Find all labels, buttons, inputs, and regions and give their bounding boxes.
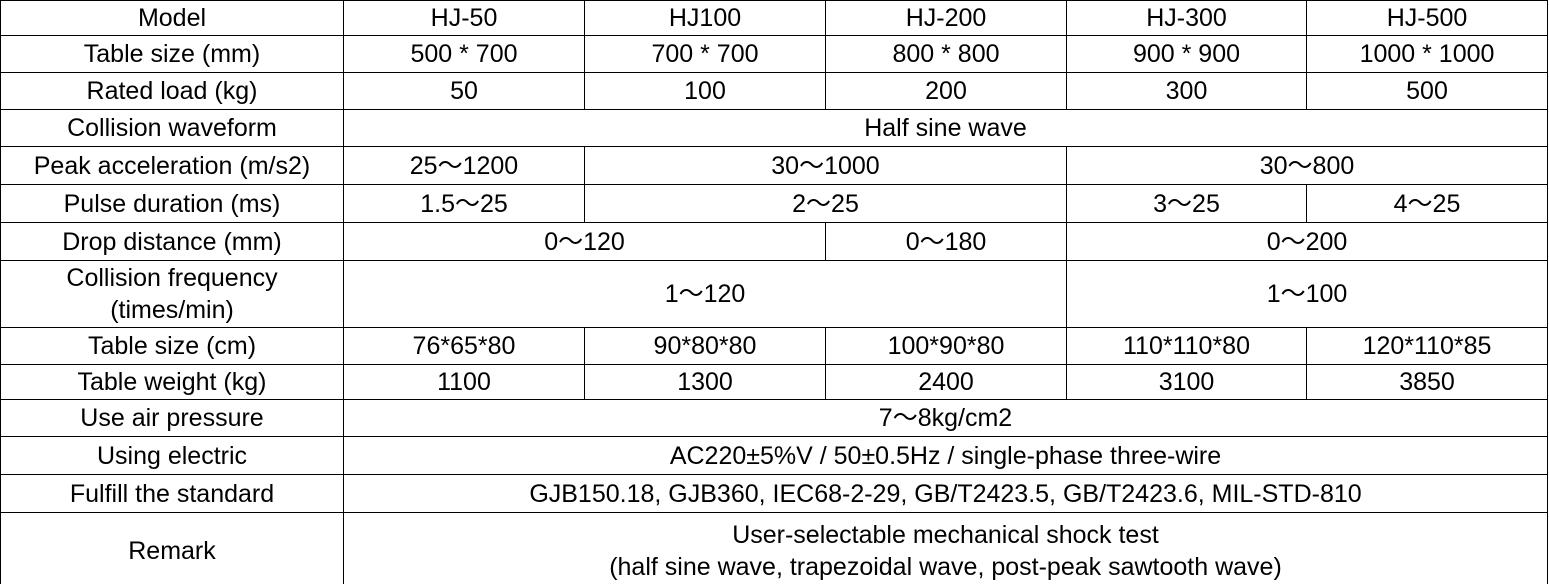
rated-load-cell: 300 (1066, 72, 1307, 110)
peak-acceleration-cell: 25～1200 (343, 146, 585, 185)
collision-frequency-label-line2: (times/min) (110, 296, 234, 324)
row-label-peak-acceleration: Peak acceleration (m/s2) (0, 146, 344, 185)
row-rated-load: Rated load (kg) 50 100 200 300 500 (0, 72, 1548, 110)
collision-frequency-label-line1: Collision frequency (66, 264, 278, 292)
table-size-mm-cell: 700 * 700 (584, 35, 826, 73)
table-size-mm-cell: 800 * 800 (825, 35, 1067, 73)
row-table-weight: Table weight (kg) 1100 1300 2400 3100 38… (0, 364, 1548, 400)
collision-frequency-cell: 1～120 (343, 260, 1067, 328)
row-electric: Using electric AC220±5%V / 50±0.5Hz / si… (0, 436, 1548, 475)
peak-acceleration-cell: 30～800 (1066, 146, 1548, 185)
table-size-mm-cell: 1000 * 1000 (1306, 35, 1548, 73)
row-label-electric: Using electric (0, 436, 344, 475)
model-hj-200: HJ-200 (825, 0, 1067, 36)
table-size-mm-cell: 900 * 900 (1066, 35, 1307, 73)
row-label-collision-waveform: Collision waveform (0, 109, 344, 147)
collision-frequency-cell: 1～100 (1066, 260, 1548, 328)
table-weight-cell: 1100 (343, 364, 585, 400)
pulse-duration-cell: 3～25 (1066, 184, 1307, 223)
row-model: Model HJ-50 HJ100 HJ-200 HJ-300 HJ-500 (0, 0, 1548, 36)
model-hj100: HJ100 (584, 0, 826, 36)
remark-line1: User-selectable mechanical shock test (732, 521, 1159, 549)
table-size-cm-cell: 110*110*80 (1066, 327, 1307, 365)
row-collision-waveform: Collision waveform Half sine wave (0, 109, 1548, 147)
row-remark: Remark User-selectable mechanical shock … (0, 512, 1548, 584)
row-collision-frequency: Collision frequency (times/min) 1～120 1～… (0, 260, 1548, 328)
row-label-table-size-cm: Table size (cm) (0, 327, 344, 365)
row-pulse-duration: Pulse duration (ms) 1.5～25 2～25 3～25 4～2… (0, 184, 1548, 223)
pulse-duration-cell: 1.5～25 (343, 184, 585, 223)
rated-load-cell: 200 (825, 72, 1067, 110)
row-air-pressure: Use air pressure 7～8kg/cm2 (0, 399, 1548, 437)
row-label-pulse-duration: Pulse duration (ms) (0, 184, 344, 223)
drop-distance-cell: 0～200 (1066, 222, 1548, 261)
row-drop-distance: Drop distance (mm) 0～120 0～180 0～200 (0, 222, 1548, 261)
model-hj-50: HJ-50 (343, 0, 585, 36)
drop-distance-cell: 0～120 (343, 222, 826, 261)
table-size-cm-cell: 90*80*80 (584, 327, 826, 365)
remark-line2: (half sine wave, trapezoidal wave, post-… (609, 553, 1282, 581)
table-size-cm-cell: 100*90*80 (825, 327, 1067, 365)
rated-load-cell: 100 (584, 72, 826, 110)
row-label-collision-frequency: Collision frequency (times/min) (0, 260, 344, 328)
table-weight-cell: 2400 (825, 364, 1067, 400)
model-hj-300: HJ-300 (1066, 0, 1307, 36)
table-weight-cell: 3100 (1066, 364, 1307, 400)
table-size-mm-cell: 500 * 700 (343, 35, 585, 73)
table-weight-cell: 1300 (584, 364, 826, 400)
pulse-duration-cell: 2～25 (584, 184, 1067, 223)
pulse-duration-cell: 4～25 (1306, 184, 1548, 223)
row-peak-acceleration: Peak acceleration (m/s2) 25～1200 30～1000… (0, 146, 1548, 185)
rated-load-cell: 500 (1306, 72, 1548, 110)
row-label-drop-distance: Drop distance (mm) (0, 222, 344, 261)
peak-acceleration-cell: 30～1000 (584, 146, 1067, 185)
collision-waveform-cell: Half sine wave (343, 109, 1548, 147)
row-label-standard: Fulfill the standard (0, 474, 344, 513)
table-size-cm-cell: 76*65*80 (343, 327, 585, 365)
table-weight-cell: 3850 (1306, 364, 1548, 400)
row-label-air-pressure: Use air pressure (0, 399, 344, 437)
electric-cell: AC220±5%V / 50±0.5Hz / single-phase thre… (343, 436, 1548, 475)
row-label-rated-load: Rated load (kg) (0, 72, 344, 110)
model-hj-500: HJ-500 (1306, 0, 1548, 36)
drop-distance-cell: 0～180 (825, 222, 1067, 261)
rated-load-cell: 50 (343, 72, 585, 110)
air-pressure-cell: 7～8kg/cm2 (343, 399, 1548, 437)
row-label-model: Model (0, 0, 344, 36)
row-table-size-mm: Table size (mm) 500 * 700 700 * 700 800 … (0, 35, 1548, 73)
row-standard: Fulfill the standard GJB150.18, GJB360, … (0, 474, 1548, 513)
standard-cell: GJB150.18, GJB360, IEC68-2-29, GB/T2423.… (343, 474, 1548, 513)
row-label-remark: Remark (0, 512, 344, 584)
table-size-cm-cell: 120*110*85 (1306, 327, 1548, 365)
row-label-table-weight: Table weight (kg) (0, 364, 344, 400)
remark-cell: User-selectable mechanical shock test (h… (343, 512, 1548, 584)
row-label-table-size-mm: Table size (mm) (0, 35, 344, 73)
row-table-size-cm: Table size (cm) 76*65*80 90*80*80 100*90… (0, 327, 1548, 365)
